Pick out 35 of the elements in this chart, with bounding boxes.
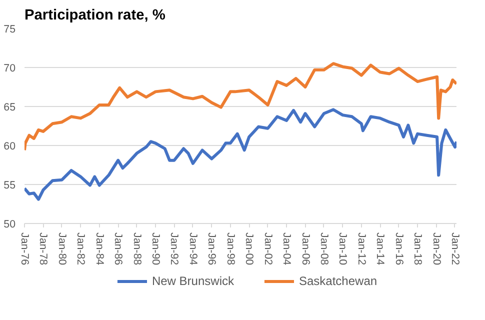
x-tick-label: Jan-76	[18, 232, 30, 266]
x-tick-label: Jan-96	[206, 232, 218, 266]
x-tick-label: Jan-14	[374, 232, 386, 266]
x-tick-label: Jan-86	[112, 232, 124, 266]
y-tick-label: 75	[4, 24, 16, 36]
legend-label: New Brunswick	[152, 274, 234, 288]
x-tick-label: Jan-94	[186, 232, 199, 266]
y-tick-label: 50	[4, 218, 16, 230]
x-tick-label: Jan-08	[318, 232, 330, 266]
x-tick-label: Jan-22	[448, 232, 461, 266]
x-tick-label: Jan-98	[224, 232, 236, 266]
x-tick-label: Jan-12	[355, 232, 368, 266]
line-series	[24, 108, 456, 201]
x-tick-label: Jan-90	[150, 232, 162, 266]
line-series	[24, 62, 456, 152]
x-tick-label: Jan-20	[430, 232, 442, 266]
x-tick-label: Jan-78	[37, 232, 50, 266]
x-tick-label: Jan-80	[56, 232, 68, 266]
y-tick-label: 70	[4, 62, 16, 74]
y-tick-label: 65	[4, 102, 16, 114]
x-tick-label: Jan-82	[74, 232, 87, 266]
x-tick-label: Jan-84	[93, 232, 106, 266]
x-tick-label: Jan-00	[243, 232, 256, 266]
chart-title: Participation rate, %	[24, 8, 166, 24]
x-tick-label: Jan-16	[392, 232, 405, 266]
x-tick-label: Jan-18	[412, 232, 424, 266]
x-tick-label: Jan-88	[130, 232, 143, 266]
legend-label: Saskatchewan	[298, 274, 378, 288]
x-tick-label: Jan-02	[262, 232, 274, 266]
x-tick-label: Jan-04	[280, 232, 293, 266]
y-tick-label: 55	[4, 180, 16, 192]
x-tick-label: Jan-92	[168, 232, 180, 266]
x-tick-label: Jan-06	[299, 232, 312, 266]
y-tick-label: 60	[4, 140, 16, 152]
x-tick-label: Jan-10	[336, 232, 349, 266]
